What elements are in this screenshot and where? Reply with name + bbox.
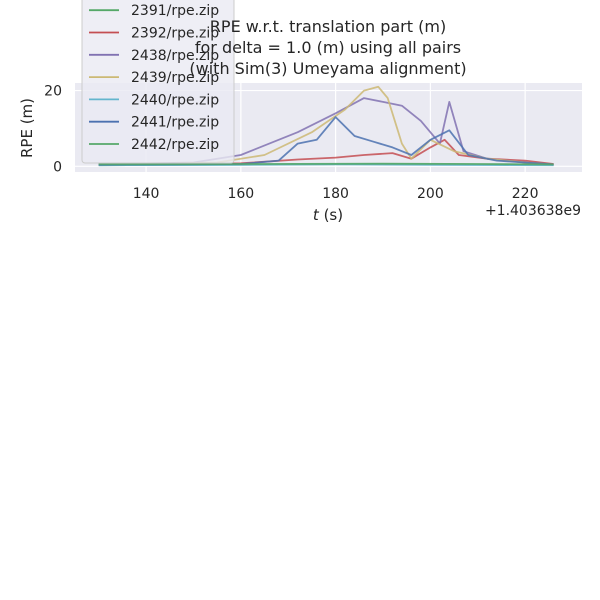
legend-label: 2439/rpe.zip	[131, 70, 219, 86]
legend-box	[81, 0, 235, 164]
x-axis-label: t (s)	[313, 206, 343, 224]
x-tick-label: 140	[133, 186, 160, 202]
chart-title-line-1: RPE w.r.t. translation part (m)	[210, 17, 446, 36]
y-tick-label: 0	[53, 159, 62, 175]
legend-label: 2391/rpe.zip	[131, 3, 219, 19]
legend-label: 2438/rpe.zip	[131, 48, 219, 64]
legend: 2391/rpe.zip 2392/rpe.zip 2438/rpe.zip 2439…	[81, 0, 235, 164]
chart-title: RPE w.r.t. translation part (m) for delt…	[189, 17, 466, 78]
chart-title-line-3: (with Sim(3) Umeyama alignment)	[189, 59, 466, 78]
legend-label: 2440/rpe.zip	[131, 92, 219, 108]
chart-title-line-2: for delta = 1.0 (m) using all pairs	[195, 38, 461, 57]
x-axis-offset: +1.403638e9	[485, 203, 581, 219]
x-axis-label-var: t	[313, 206, 320, 224]
y-axis-label: RPE (m)	[18, 98, 36, 158]
series-lines	[98, 85, 554, 167]
x-tick-label: 160	[227, 186, 254, 202]
x-tick-label: 180	[322, 186, 349, 202]
series-line-6	[98, 162, 554, 166]
y-tick-label: 20	[44, 84, 62, 100]
legend-label: 2392/rpe.zip	[131, 26, 219, 42]
legend-label: 2441/rpe.zip	[131, 115, 219, 131]
x-axis-label-unit: (s)	[319, 206, 343, 224]
x-tick-label: 220	[512, 186, 539, 202]
series-line-5	[98, 116, 554, 166]
legend-label: 2442/rpe.zip	[131, 137, 219, 153]
x-tick-label: 200	[417, 186, 444, 202]
tick-labels: 140 160 180 200 220 0 20	[44, 84, 538, 202]
